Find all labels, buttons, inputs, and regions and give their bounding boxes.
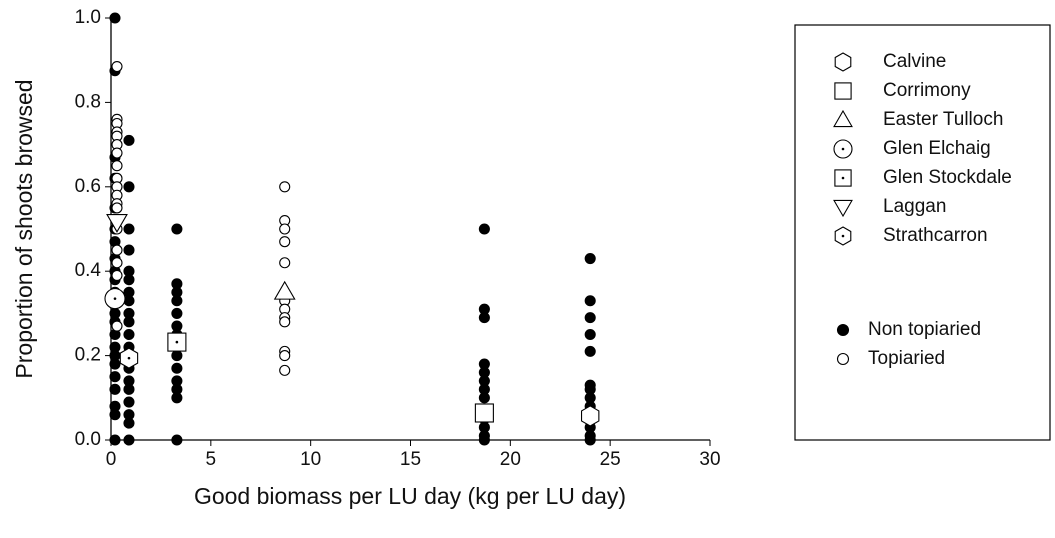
- x-tick-label: 20: [500, 449, 521, 470]
- point: [123, 316, 135, 328]
- legend-label: Laggan: [883, 196, 946, 217]
- point: [171, 434, 183, 446]
- legend-label: Non topiaried: [868, 319, 981, 340]
- point: [584, 345, 596, 357]
- point: [111, 160, 123, 172]
- point: [279, 364, 291, 376]
- y-tick-label: 1.0: [75, 7, 101, 28]
- point: [123, 134, 135, 146]
- point: [584, 252, 596, 265]
- legend-label: Strathcarron: [883, 225, 988, 246]
- point-dot: [127, 356, 131, 360]
- x-tick-label: 25: [600, 449, 621, 470]
- y-tick-label: 0.6: [75, 176, 101, 197]
- legend-label: Topiaried: [868, 348, 945, 369]
- point: [123, 417, 135, 429]
- point: [111, 202, 123, 214]
- point: [109, 434, 121, 446]
- point: [171, 392, 183, 404]
- point: [171, 362, 183, 374]
- point: [111, 257, 123, 269]
- point-dot: [113, 297, 117, 300]
- point: [279, 223, 291, 235]
- point: [474, 403, 494, 423]
- legend-label: Glen Elchaig: [883, 138, 991, 159]
- point: [478, 312, 490, 324]
- legend-marker-dot: [841, 234, 845, 238]
- legend-marker: [834, 52, 852, 72]
- point: [171, 223, 183, 235]
- point: [279, 350, 291, 362]
- x-axis-title: Good biomass per LU day (kg per LU day): [194, 483, 626, 509]
- y-tick-label: 0.0: [75, 429, 101, 450]
- point: [171, 307, 183, 319]
- y-tick-label: 0.8: [75, 91, 101, 112]
- point-dot: [175, 340, 179, 344]
- legend-box: [794, 24, 1051, 441]
- y-tick-label: 0.4: [75, 260, 102, 281]
- point: [111, 60, 123, 73]
- point: [111, 147, 123, 159]
- point: [123, 295, 135, 307]
- y-axis-title: Proportion of shoots browsed: [11, 79, 37, 378]
- point: [111, 269, 123, 281]
- x-tick-label: 30: [699, 449, 720, 470]
- point: [123, 328, 135, 341]
- x-tick-label: 15: [400, 449, 421, 470]
- point: [123, 396, 135, 408]
- legend-marker: [836, 352, 850, 366]
- x-tick-label: 0: [106, 449, 117, 470]
- point: [109, 358, 121, 370]
- point: [584, 312, 596, 324]
- point: [279, 257, 291, 269]
- legend-marker: [836, 323, 850, 337]
- point: [123, 181, 135, 193]
- point: [123, 244, 135, 256]
- legend-label: Corrimony: [883, 80, 971, 101]
- legend-marker: [833, 109, 853, 128]
- point: [123, 223, 135, 235]
- point: [580, 405, 600, 427]
- point: [111, 244, 123, 256]
- legend-marker: [834, 82, 852, 100]
- x-tick-label: 10: [300, 449, 321, 470]
- point: [106, 214, 128, 233]
- point: [109, 383, 121, 395]
- point: [279, 316, 291, 328]
- legend-marker-dot: [841, 147, 845, 151]
- point: [123, 383, 135, 395]
- point: [171, 295, 183, 307]
- point: [109, 371, 121, 383]
- point: [171, 350, 183, 362]
- point: [478, 392, 490, 404]
- point: [584, 434, 596, 446]
- legend-label: Easter Tulloch: [883, 109, 1003, 130]
- point: [109, 409, 121, 421]
- legend-marker: [833, 199, 853, 218]
- point: [584, 295, 596, 307]
- x-tick-label: 5: [206, 449, 217, 470]
- point: [279, 236, 291, 248]
- point: [123, 434, 135, 446]
- legend-label: Calvine: [883, 51, 946, 72]
- point: [273, 280, 296, 300]
- point: [584, 328, 596, 341]
- point: [111, 320, 123, 332]
- point: [478, 223, 490, 235]
- point: [109, 12, 121, 24]
- legend-marker-dot: [841, 176, 845, 180]
- point: [123, 274, 135, 286]
- point: [279, 181, 291, 193]
- point: [478, 434, 490, 446]
- y-tick-label: 0.2: [75, 345, 101, 366]
- legend-label: Glen Stockdale: [883, 167, 1012, 188]
